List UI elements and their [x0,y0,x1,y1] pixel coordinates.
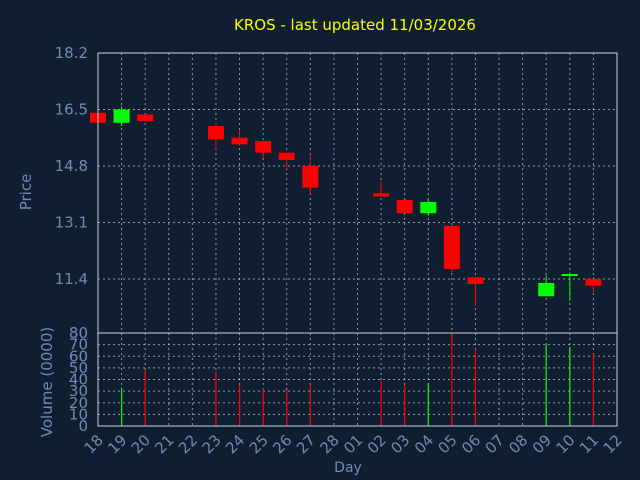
candle-body [137,114,154,122]
volume-tick-label: 40 [69,371,88,389]
candle-02 [373,180,390,197]
chart-title: KROS - last updated 11/03/2026 [234,16,476,34]
candle-body [420,201,437,214]
candle-body [467,277,484,284]
volume-bars [120,333,595,426]
day-tick-labels: 1819202122232425262728010203040506070809… [81,431,626,457]
candle-19 [113,106,130,127]
candle-24 [231,129,248,145]
volume-tick-label: 0 [78,417,88,435]
price-tick-label: 14.8 [55,157,88,175]
candle-10 [561,272,578,301]
volume-tick-label: 30 [69,382,88,400]
candle-26 [278,152,295,170]
candle-06 [467,277,484,306]
candle-body [373,193,390,197]
candle-09 [538,275,555,297]
candle-body [207,126,224,140]
day-axis-label: Day [334,460,362,476]
price-tick-label: 16.5 [55,101,88,119]
candle-04 [420,199,437,216]
volume-tick-label: 20 [69,394,88,412]
price-tick-labels: 18.2 16.5 14.8 13.1 11.4 [55,44,88,288]
volume-tick-label: 60 [69,347,88,365]
candle-05 [443,225,460,273]
volume-tick-label: 80 [69,324,88,342]
price-tick-label: 13.1 [55,214,88,232]
candle-body [302,166,319,188]
price-axis-label: Price [17,174,35,211]
volume-axis-label: Volume (0000) [38,327,56,437]
price-tick-label: 18.2 [55,44,88,62]
candle-body [113,109,130,123]
candle-25 [255,141,272,158]
volume-plot-frame [97,332,618,427]
candle-body [585,279,602,286]
price-tick-label: 11.4 [55,270,88,288]
candle-20 [137,114,154,122]
candle-03 [396,199,413,214]
candle-body [561,274,578,277]
candle-body [231,137,248,145]
candle-body [255,141,272,153]
candle-27 [302,154,319,195]
candle-11 [585,279,602,293]
candle-23 [207,122,224,150]
candle-body [538,282,555,297]
candle-body [396,199,413,214]
volume-tick-label: 10 [69,405,88,423]
volume-tick-label: 50 [69,359,88,377]
volume-tick-label: 70 [69,336,88,354]
candle-body [278,152,295,161]
candle-body [443,225,460,270]
